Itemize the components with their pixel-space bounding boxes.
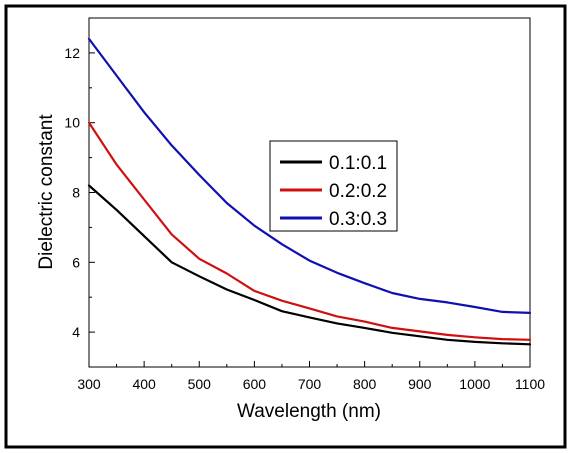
x-tick-label: 400: [132, 376, 156, 392]
x-axis: 300 400 500 600 700 800 900 1000 1100: [77, 361, 545, 392]
legend-label-2: 0.3:0.3: [329, 209, 387, 230]
series-lines: [87, 37, 532, 346]
series-line-1: [87, 121, 532, 341]
y-axis-label: Dielectric constant: [36, 114, 57, 270]
y-tick-label: 4: [72, 324, 80, 340]
legend: 0.1:0.1 0.2:0.2 0.3:0.3: [269, 140, 398, 232]
x-tick-label: 1100: [515, 376, 545, 392]
y-axis: 4 6 8 10 12: [64, 17, 95, 368]
y-tick-label: 8: [72, 185, 80, 201]
legend-label-0: 0.1:0.1: [329, 153, 387, 174]
series-line-2: [87, 37, 532, 314]
x-tick-label: 600: [243, 376, 267, 392]
x-tick-label: 800: [353, 376, 377, 392]
plot-area: 300 400 500 600 700 800 900 1000 1100 4 6 8 10 12: [64, 17, 545, 392]
y-tick-label: 6: [72, 254, 80, 270]
x-tick-label: 300: [77, 376, 101, 392]
y-tick-label: 10: [64, 115, 80, 131]
x-tick-label: 500: [188, 376, 212, 392]
x-tick-label: 900: [408, 376, 432, 392]
x-axis-label: Wavelength (nm): [237, 401, 381, 422]
x-tick-label: 700: [298, 376, 322, 392]
legend-box: [269, 140, 398, 232]
y-tick-label: 12: [64, 45, 80, 61]
series-line-0: [87, 184, 532, 346]
x-tick-label: 1000: [459, 376, 490, 392]
legend-label-1: 0.2:0.2: [329, 181, 387, 202]
